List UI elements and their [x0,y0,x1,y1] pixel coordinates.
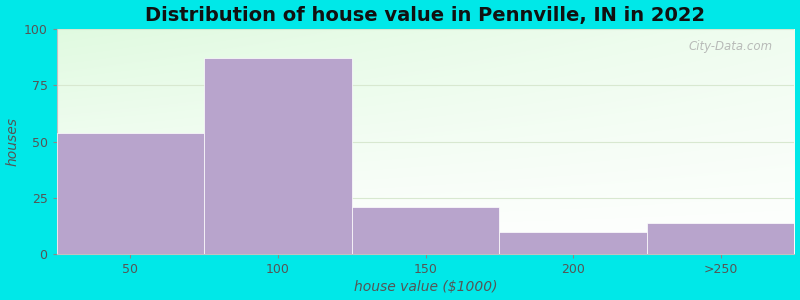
X-axis label: house value ($1000): house value ($1000) [354,280,498,294]
Bar [204,58,352,254]
Y-axis label: houses: houses [6,117,19,166]
Bar [352,207,499,254]
Text: City-Data.com: City-Data.com [688,40,772,53]
Bar [499,232,647,254]
Title: Distribution of house value in Pennville, IN in 2022: Distribution of house value in Pennville… [146,6,706,25]
Bar [647,223,794,254]
Bar [57,133,204,254]
